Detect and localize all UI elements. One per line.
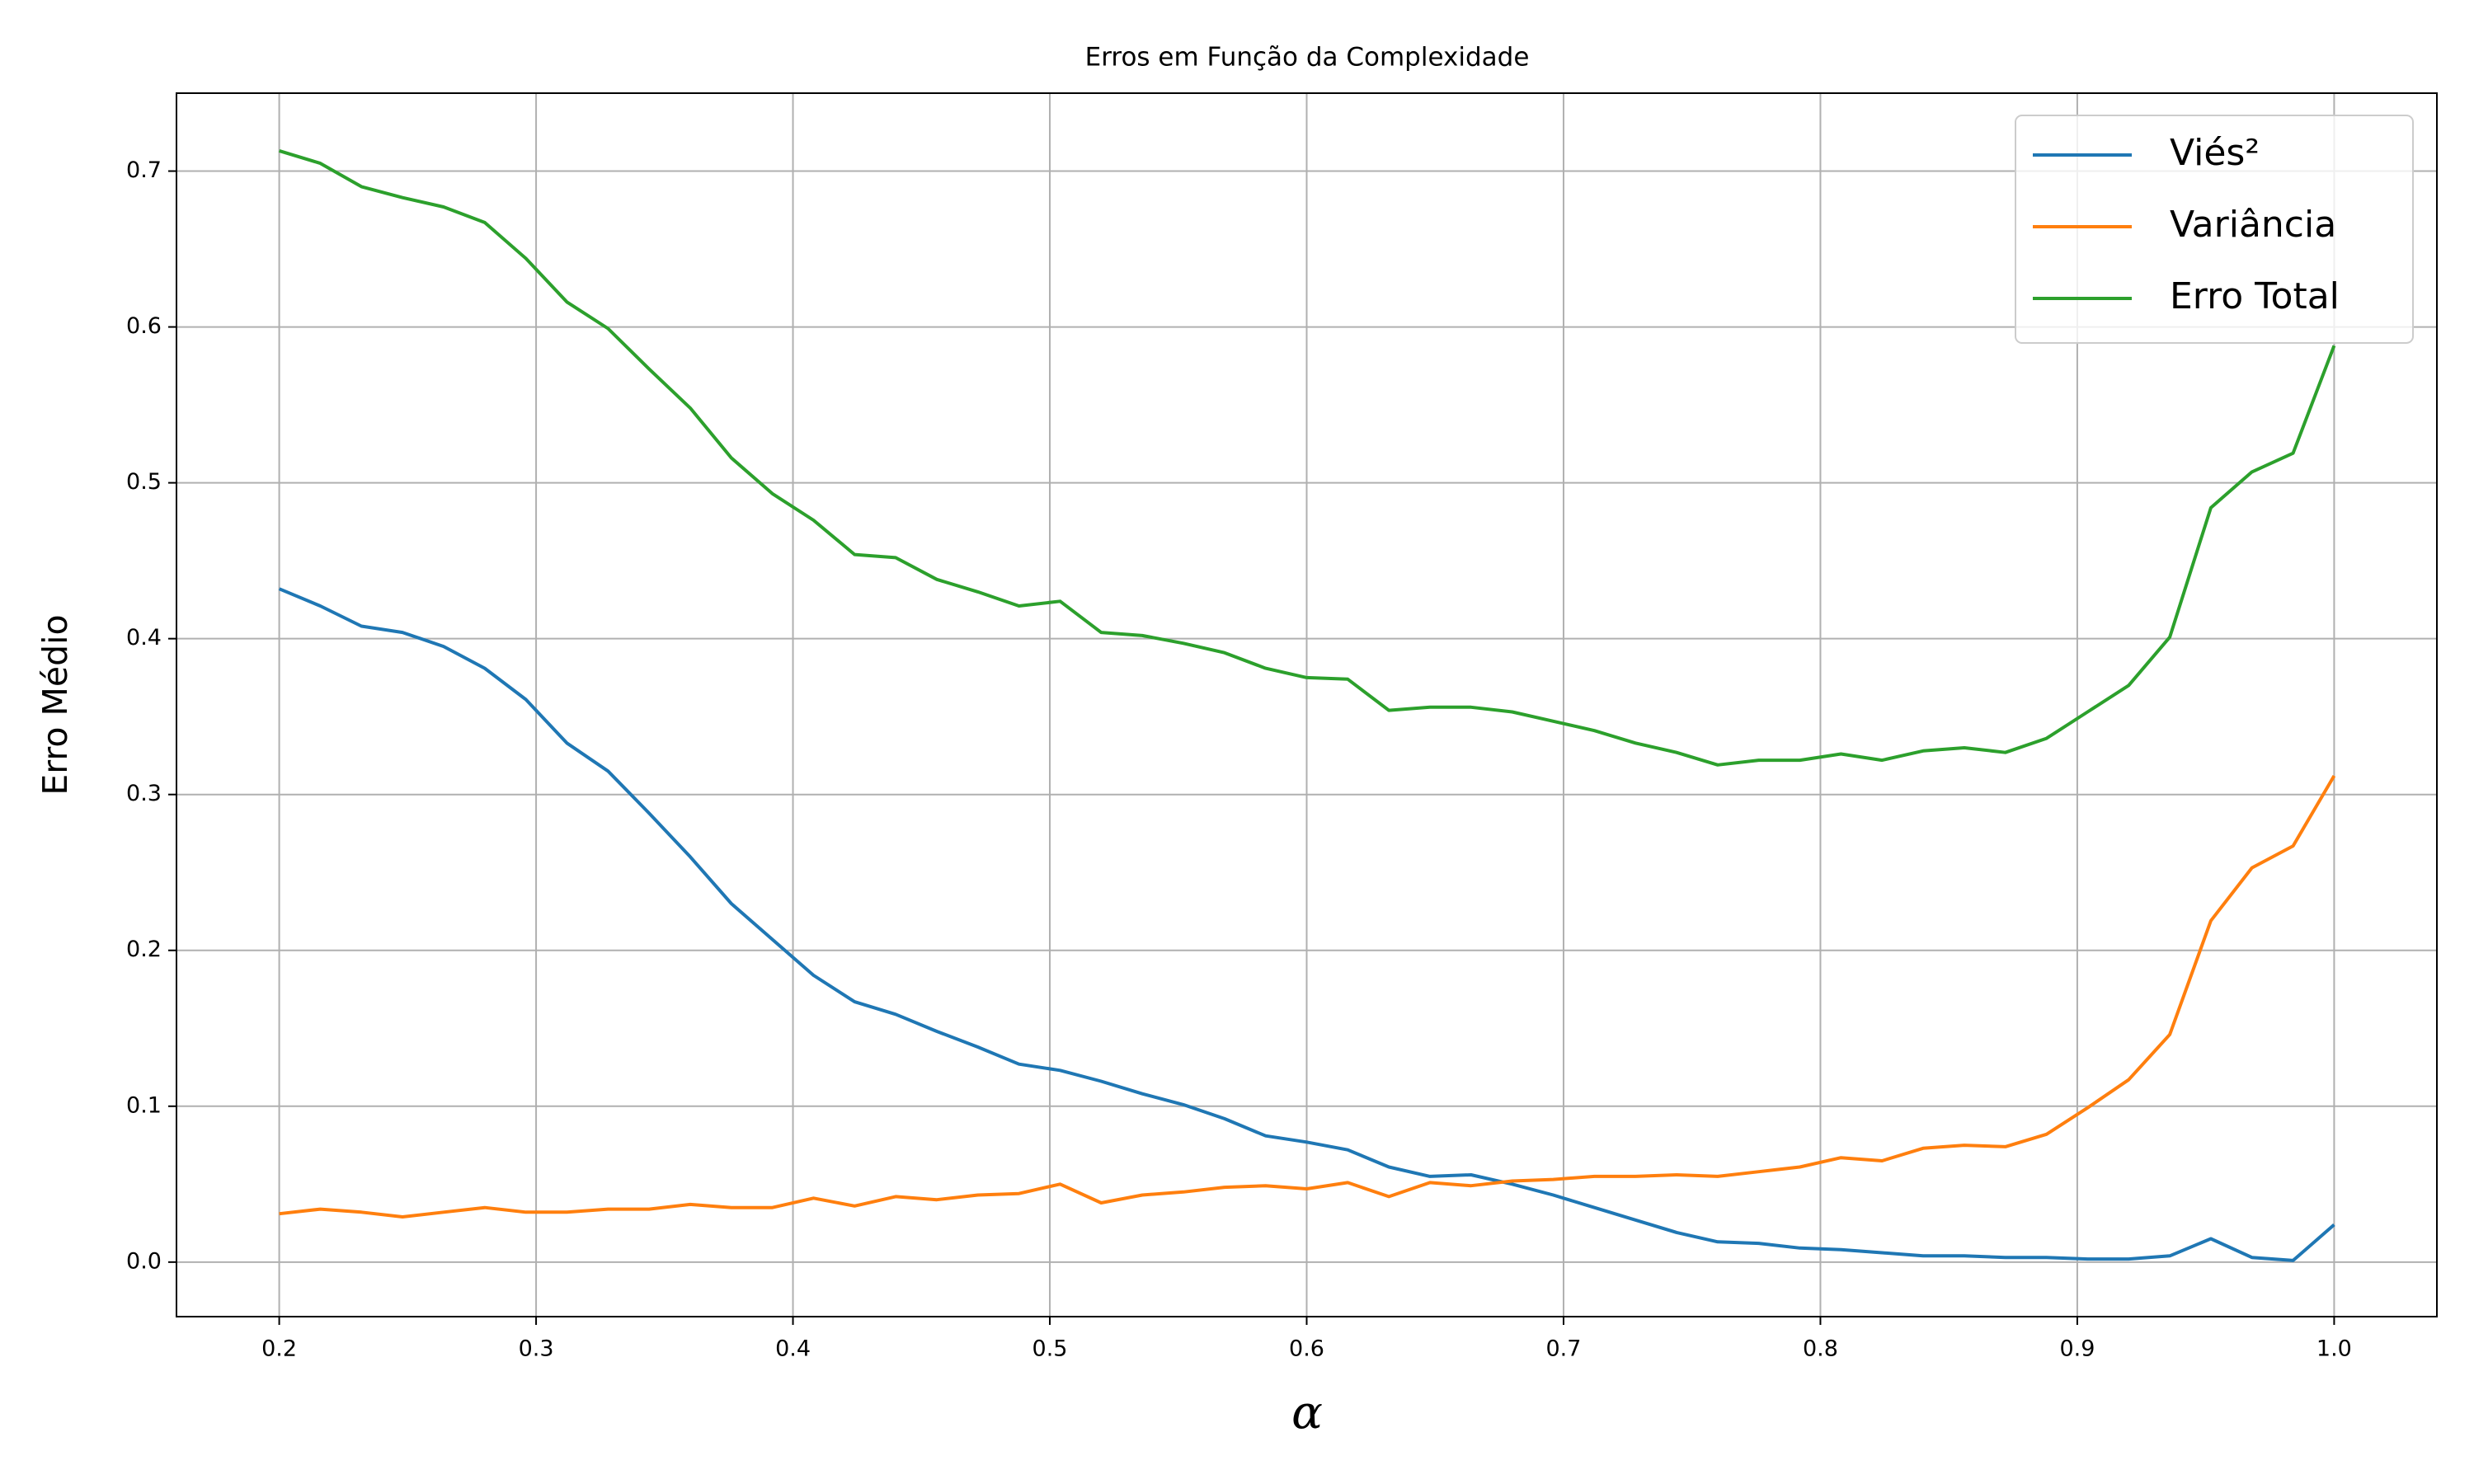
y-tick-label: 0.4 bbox=[126, 625, 162, 650]
y-tick-label: 0.7 bbox=[126, 157, 162, 183]
legend-box bbox=[2015, 115, 2414, 344]
x-tick-label: 0.3 bbox=[519, 1336, 554, 1362]
chart-title: Erros em Função da Complexidade bbox=[1085, 43, 1530, 73]
x-tick-label: 0.4 bbox=[775, 1336, 811, 1362]
y-tick-label: 0.6 bbox=[126, 313, 162, 339]
x-tick-label: 0.8 bbox=[1803, 1336, 1838, 1362]
x-axis-label: α bbox=[1291, 1387, 1323, 1440]
y-tick-label: 0.1 bbox=[126, 1092, 162, 1118]
y-tick-label: 0.5 bbox=[126, 469, 162, 495]
x-tick-label: 0.2 bbox=[261, 1336, 297, 1362]
series-line bbox=[278, 587, 2335, 1262]
x-tick-label: 0.9 bbox=[2059, 1336, 2095, 1362]
x-tick-label: 1.0 bbox=[2316, 1336, 2352, 1362]
y-tick-label: 0.2 bbox=[126, 937, 162, 962]
series-line bbox=[279, 774, 2336, 1219]
series-line bbox=[279, 148, 2336, 767]
y-tick-label: 0.0 bbox=[126, 1248, 162, 1274]
plot-frame bbox=[176, 92, 2438, 1317]
y-axis-label: Erro Médio bbox=[35, 614, 75, 795]
legend-label: Erro Total bbox=[2170, 275, 2340, 317]
legend-label: Variância bbox=[2170, 204, 2336, 246]
x-tick-label: 0.5 bbox=[1032, 1336, 1068, 1362]
y-tick-label: 0.3 bbox=[126, 781, 162, 806]
legend-label: Viés² bbox=[2170, 132, 2260, 174]
x-tick-label: 0.7 bbox=[1546, 1336, 1582, 1362]
x-tick-label: 0.6 bbox=[1289, 1336, 1324, 1362]
